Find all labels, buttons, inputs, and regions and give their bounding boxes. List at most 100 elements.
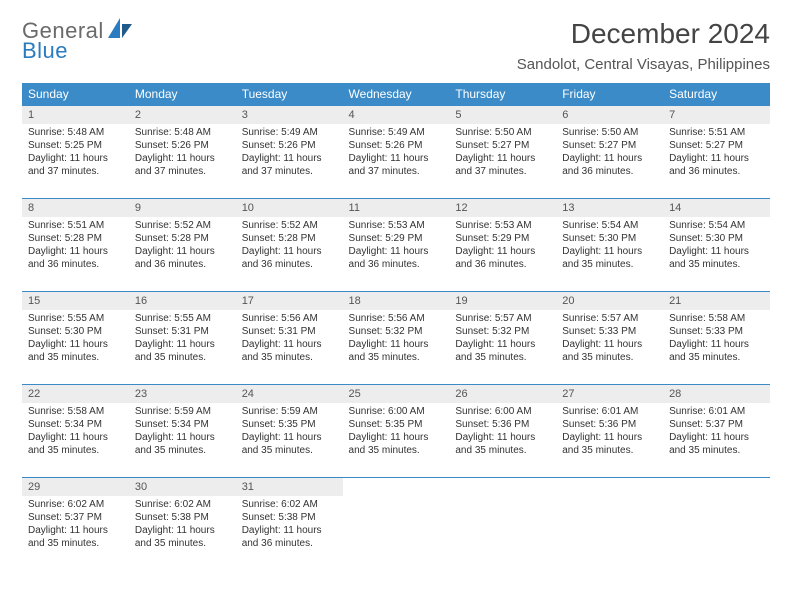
calendar-cell <box>556 478 663 571</box>
day-number: 7 <box>663 106 770 124</box>
calendar-body: 1Sunrise: 5:48 AMSunset: 5:25 PMDaylight… <box>22 106 770 571</box>
location-label: Sandolot, Central Visayas, Philippines <box>517 56 770 73</box>
calendar-cell: 13Sunrise: 5:54 AMSunset: 5:30 PMDayligh… <box>556 199 663 292</box>
sunrise-line: Sunrise: 6:02 AM <box>135 498 230 511</box>
daylight-line: Daylight: 11 hours and 36 minutes. <box>455 245 550 271</box>
day-number: 30 <box>129 478 236 496</box>
sunrise-line: Sunrise: 5:58 AM <box>28 405 123 418</box>
day-number: 12 <box>449 199 556 217</box>
daylight-line: Daylight: 11 hours and 37 minutes. <box>28 152 123 178</box>
day-number: 28 <box>663 385 770 403</box>
daylight-line: Daylight: 11 hours and 36 minutes. <box>242 245 337 271</box>
day-number: 1 <box>22 106 129 124</box>
sunset-line: Sunset: 5:36 PM <box>562 418 657 431</box>
sunset-line: Sunset: 5:36 PM <box>455 418 550 431</box>
daylight-line: Daylight: 11 hours and 35 minutes. <box>669 245 764 271</box>
daylight-line: Daylight: 11 hours and 35 minutes. <box>135 524 230 550</box>
calendar-page: General Blue December 2024 Sandolot, Cen… <box>0 0 792 570</box>
daylight-line: Daylight: 11 hours and 36 minutes. <box>135 245 230 271</box>
sunset-line: Sunset: 5:27 PM <box>455 139 550 152</box>
calendar-cell <box>343 478 450 571</box>
sunrise-line: Sunrise: 5:59 AM <box>135 405 230 418</box>
day-number: 22 <box>22 385 129 403</box>
sunrise-line: Sunrise: 5:49 AM <box>349 126 444 139</box>
sunrise-line: Sunrise: 5:52 AM <box>135 219 230 232</box>
day-number: 26 <box>449 385 556 403</box>
day-number: 4 <box>343 106 450 124</box>
calendar-cell: 28Sunrise: 6:01 AMSunset: 5:37 PMDayligh… <box>663 385 770 478</box>
daylight-line: Daylight: 11 hours and 35 minutes. <box>562 338 657 364</box>
calendar-week: 29Sunrise: 6:02 AMSunset: 5:37 PMDayligh… <box>22 478 770 571</box>
sunrise-line: Sunrise: 5:52 AM <box>242 219 337 232</box>
daylight-line: Daylight: 11 hours and 35 minutes. <box>455 431 550 457</box>
calendar-table: SundayMondayTuesdayWednesdayThursdayFrid… <box>22 83 770 570</box>
calendar-cell: 17Sunrise: 5:56 AMSunset: 5:31 PMDayligh… <box>236 292 343 385</box>
daylight-line: Daylight: 11 hours and 36 minutes. <box>562 152 657 178</box>
weekday-header: Friday <box>556 83 663 106</box>
calendar-cell: 18Sunrise: 5:56 AMSunset: 5:32 PMDayligh… <box>343 292 450 385</box>
sunset-line: Sunset: 5:29 PM <box>349 232 444 245</box>
calendar-cell: 29Sunrise: 6:02 AMSunset: 5:37 PMDayligh… <box>22 478 129 571</box>
day-number: 24 <box>236 385 343 403</box>
sunrise-line: Sunrise: 5:57 AM <box>562 312 657 325</box>
daylight-line: Daylight: 11 hours and 35 minutes. <box>242 338 337 364</box>
sunrise-line: Sunrise: 5:54 AM <box>562 219 657 232</box>
sunset-line: Sunset: 5:37 PM <box>669 418 764 431</box>
sunset-line: Sunset: 5:27 PM <box>562 139 657 152</box>
daylight-line: Daylight: 11 hours and 35 minutes. <box>669 431 764 457</box>
calendar-week: 15Sunrise: 5:55 AMSunset: 5:30 PMDayligh… <box>22 292 770 385</box>
brand-line2: Blue <box>22 40 104 62</box>
calendar-cell: 31Sunrise: 6:02 AMSunset: 5:38 PMDayligh… <box>236 478 343 571</box>
calendar-cell: 9Sunrise: 5:52 AMSunset: 5:28 PMDaylight… <box>129 199 236 292</box>
sunrise-line: Sunrise: 5:50 AM <box>562 126 657 139</box>
sail-icon <box>106 16 134 45</box>
sunrise-line: Sunrise: 5:54 AM <box>669 219 764 232</box>
calendar-cell: 27Sunrise: 6:01 AMSunset: 5:36 PMDayligh… <box>556 385 663 478</box>
sunrise-line: Sunrise: 6:02 AM <box>28 498 123 511</box>
sunrise-line: Sunrise: 5:51 AM <box>669 126 764 139</box>
calendar-cell: 10Sunrise: 5:52 AMSunset: 5:28 PMDayligh… <box>236 199 343 292</box>
daylight-line: Daylight: 11 hours and 35 minutes. <box>135 338 230 364</box>
calendar-cell: 22 Sunrise: 5:58 AMSunset: 5:34 PMDayligh… <box>22 385 129 478</box>
day-number: 8 <box>22 199 129 217</box>
daylight-line: Daylight: 11 hours and 35 minutes. <box>28 431 123 457</box>
calendar-cell: 3Sunrise: 5:49 AMSunset: 5:26 PMDaylight… <box>236 106 343 199</box>
sunrise-line: Sunrise: 5:53 AM <box>349 219 444 232</box>
sunset-line: Sunset: 5:34 PM <box>28 418 123 431</box>
month-title: December 2024 <box>517 18 770 50</box>
daylight-line: Daylight: 11 hours and 36 minutes. <box>28 245 123 271</box>
day-number: 31 <box>236 478 343 496</box>
daylight-line: Daylight: 11 hours and 35 minutes. <box>135 431 230 457</box>
weekday-header: Monday <box>129 83 236 106</box>
sunrise-line: Sunrise: 5:48 AM <box>135 126 230 139</box>
sunset-line: Sunset: 5:29 PM <box>455 232 550 245</box>
daylight-line: Daylight: 11 hours and 35 minutes. <box>562 431 657 457</box>
daylight-line: Daylight: 11 hours and 37 minutes. <box>242 152 337 178</box>
top-bar: General Blue December 2024 Sandolot, Cen… <box>22 18 770 73</box>
calendar-cell: 24Sunrise: 5:59 AMSunset: 5:35 PMDayligh… <box>236 385 343 478</box>
sunset-line: Sunset: 5:26 PM <box>135 139 230 152</box>
sunset-line: Sunset: 5:26 PM <box>242 139 337 152</box>
calendar-cell: 6Sunrise: 5:50 AMSunset: 5:27 PMDaylight… <box>556 106 663 199</box>
sunrise-line: Sunrise: 5:53 AM <box>455 219 550 232</box>
sunrise-line: Sunrise: 5:50 AM <box>455 126 550 139</box>
daylight-line: Daylight: 11 hours and 35 minutes. <box>455 338 550 364</box>
day-number: 10 <box>236 199 343 217</box>
sunset-line: Sunset: 5:32 PM <box>455 325 550 338</box>
calendar-header: SundayMondayTuesdayWednesdayThursdayFrid… <box>22 83 770 106</box>
calendar-cell <box>449 478 556 571</box>
calendar-cell <box>663 478 770 571</box>
daylight-line: Daylight: 11 hours and 35 minutes. <box>242 431 337 457</box>
sunset-line: Sunset: 5:35 PM <box>242 418 337 431</box>
day-number: 27 <box>556 385 663 403</box>
sunset-line: Sunset: 5:31 PM <box>242 325 337 338</box>
daylight-line: Daylight: 11 hours and 35 minutes. <box>28 524 123 550</box>
sunset-line: Sunset: 5:31 PM <box>135 325 230 338</box>
daylight-line: Daylight: 11 hours and 35 minutes. <box>349 338 444 364</box>
calendar-cell: 23Sunrise: 5:59 AMSunset: 5:34 PMDayligh… <box>129 385 236 478</box>
calendar-cell: 4Sunrise: 5:49 AMSunset: 5:26 PMDaylight… <box>343 106 450 199</box>
title-block: December 2024 Sandolot, Central Visayas,… <box>517 18 770 73</box>
sunset-line: Sunset: 5:26 PM <box>349 139 444 152</box>
calendar-week: 1Sunrise: 5:48 AMSunset: 5:25 PMDaylight… <box>22 106 770 199</box>
calendar-week: 22Sunrise: 5:58 AMSunset: 5:34 PMDayligh… <box>22 385 770 478</box>
